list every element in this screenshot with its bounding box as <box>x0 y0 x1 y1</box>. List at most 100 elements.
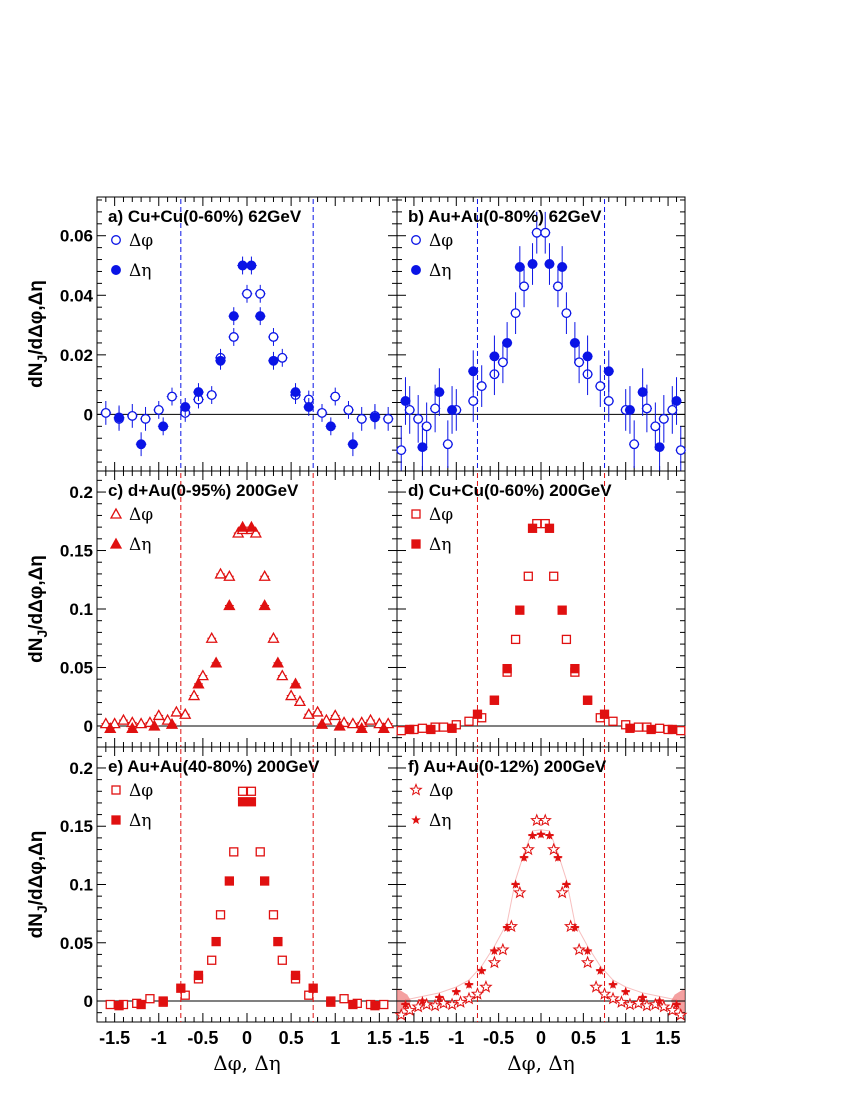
data-point <box>657 999 671 1013</box>
data-point <box>396 445 407 456</box>
data-point <box>176 983 186 993</box>
data-point <box>246 786 257 796</box>
data-point <box>236 520 249 532</box>
x-tick-label: -1.5 <box>398 1028 429 1048</box>
data-point <box>631 996 646 1010</box>
data-point <box>561 879 572 889</box>
panel-title: c) d+Au(0-95%) 200GeV <box>108 481 299 500</box>
data-point <box>597 986 612 1000</box>
data-point <box>268 355 279 366</box>
data-point <box>228 311 239 322</box>
data-point <box>277 352 288 363</box>
plot-frame <box>96 470 398 748</box>
data-point <box>333 719 346 731</box>
data-point <box>242 288 252 299</box>
series-deta <box>104 520 390 733</box>
data-point <box>531 227 542 238</box>
data-point <box>544 830 555 840</box>
data-point <box>582 695 593 705</box>
x-tick-label: -1 <box>151 1028 167 1048</box>
data-point <box>552 281 563 292</box>
data-point <box>370 1001 380 1011</box>
data-point <box>206 390 217 401</box>
data-point <box>394 1007 408 1021</box>
y-tick-label: 0.02 <box>60 346 93 365</box>
data-point <box>589 980 603 993</box>
data-point <box>417 995 428 1006</box>
data-point <box>271 656 284 668</box>
data-point <box>383 413 394 424</box>
data-point <box>105 999 115 1010</box>
data-point <box>514 262 525 272</box>
data-point <box>549 571 559 581</box>
panel-title: a) Cu+Cu(0-60%) 62GeV <box>108 207 302 226</box>
series-deta <box>114 797 380 1011</box>
data-point <box>377 721 390 733</box>
legend-label: Δη <box>429 535 451 555</box>
data-point <box>569 337 580 348</box>
plot-frame <box>96 196 398 472</box>
y-tick-label: 0.1 <box>69 876 93 895</box>
data-point <box>308 983 318 993</box>
data-point <box>400 396 411 406</box>
data-point <box>400 999 411 1009</box>
x-axis-label: Δφ, Δη <box>507 1051 575 1075</box>
data-point <box>637 387 648 398</box>
data-point <box>364 713 377 725</box>
data-point <box>346 717 359 729</box>
series-deta <box>400 829 682 1009</box>
data-point <box>289 677 302 689</box>
data-point <box>223 599 236 611</box>
data-point <box>513 885 527 899</box>
data-point <box>464 979 474 989</box>
data-point <box>510 879 521 889</box>
series-deta <box>405 523 677 735</box>
data-point <box>285 689 298 701</box>
data-point <box>570 663 580 674</box>
data-point <box>165 717 179 729</box>
data-point <box>136 999 146 1010</box>
data-point <box>100 407 111 418</box>
data-point <box>527 259 538 269</box>
data-point <box>302 707 315 719</box>
data-point <box>114 412 125 423</box>
data-point <box>246 797 257 807</box>
data-point <box>434 992 445 1002</box>
x-tick-label: -0.5 <box>187 1028 218 1048</box>
panel-title: f) Au+Au(0-12%) 200GeV <box>408 757 607 776</box>
data-point <box>258 599 271 611</box>
data-point <box>557 262 568 272</box>
data-point <box>665 1003 679 1017</box>
data-point <box>215 910 226 920</box>
data-point <box>496 942 510 956</box>
data-point <box>637 992 648 1002</box>
y-tick-label: 0.15 <box>60 542 93 561</box>
data-point <box>369 412 380 423</box>
data-point <box>135 717 148 729</box>
data-point <box>671 396 682 406</box>
data-point <box>671 999 682 1009</box>
data-point <box>447 723 457 733</box>
data-point <box>555 885 569 899</box>
data-point <box>403 1003 417 1017</box>
data-point <box>228 332 239 342</box>
data-point <box>255 288 266 299</box>
data-point <box>464 716 474 726</box>
data-point <box>479 980 493 993</box>
legend-marker <box>111 265 121 275</box>
x-tick-label: 1 <box>621 1028 631 1048</box>
data-point <box>210 656 223 668</box>
data-point <box>348 999 358 1010</box>
legend-marker <box>411 539 421 549</box>
y-axis-label: dNJ/dΔφ,Δη <box>26 280 50 388</box>
data-point <box>315 717 329 729</box>
data-point <box>476 381 487 392</box>
legend-label: Δφ <box>129 505 153 525</box>
data-point <box>290 970 301 981</box>
data-point <box>259 876 270 886</box>
data-point <box>629 439 640 450</box>
data-point <box>521 842 535 856</box>
data-point <box>136 439 147 450</box>
panel-title: d) Cu+Cu(0-60%) 200GeV <box>408 481 612 500</box>
data-point <box>536 829 546 839</box>
